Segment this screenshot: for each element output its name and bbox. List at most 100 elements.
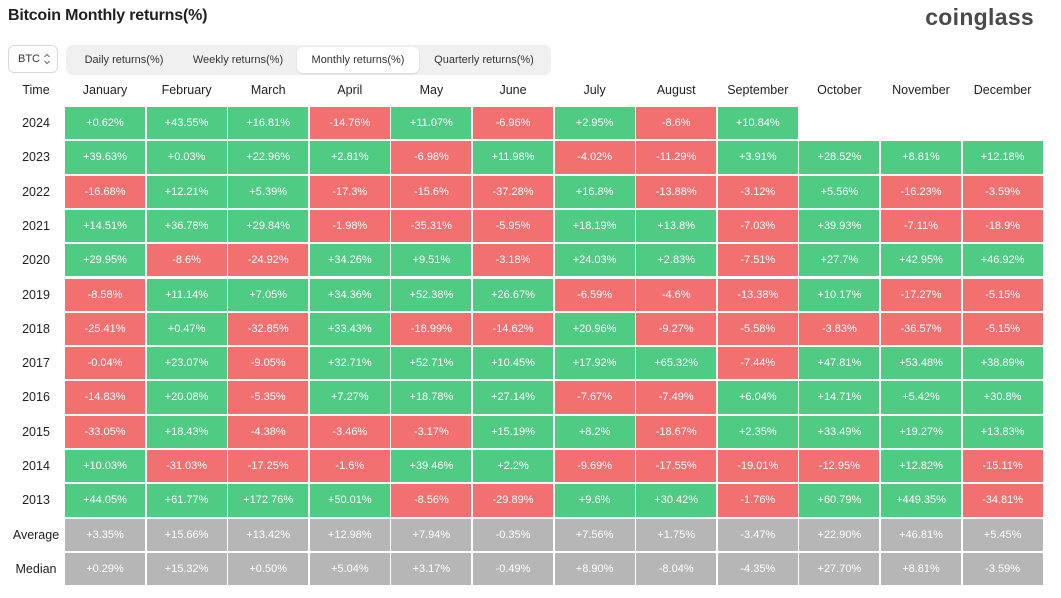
return-cell[interactable]: -3.18% xyxy=(473,244,553,277)
return-cell[interactable]: +39.63% xyxy=(65,141,145,174)
return-cell[interactable]: +34.26% xyxy=(309,244,390,277)
return-cell[interactable]: +12.21% xyxy=(146,175,227,208)
return-cell[interactable]: +32.71% xyxy=(309,347,390,380)
return-cell[interactable]: +11.14% xyxy=(146,278,227,311)
stat-cell[interactable]: +5.45% xyxy=(962,518,1043,551)
return-cell[interactable]: +11.07% xyxy=(391,107,472,140)
return-cell[interactable]: +0.62% xyxy=(65,107,145,140)
return-cell[interactable]: -5.58% xyxy=(717,312,798,346)
return-cell[interactable]: -8.58% xyxy=(65,278,145,311)
return-cell[interactable]: +61.77% xyxy=(146,484,227,517)
return-cell[interactable]: +7.05% xyxy=(228,278,309,311)
stat-cell[interactable]: +5.04% xyxy=(309,552,390,586)
return-cell[interactable]: +38.89% xyxy=(962,347,1043,380)
return-cell[interactable]: +20.08% xyxy=(146,381,227,414)
return-cell[interactable]: +10.84% xyxy=(717,107,798,140)
return-cell[interactable]: +65.32% xyxy=(636,347,717,380)
return-cell[interactable]: +50.01% xyxy=(309,484,390,517)
return-cell[interactable]: -7.51% xyxy=(717,244,798,277)
return-cell[interactable]: -14.76% xyxy=(309,107,390,140)
stat-cell[interactable]: -0.35% xyxy=(473,518,553,551)
return-cell[interactable]: +20.96% xyxy=(554,312,635,346)
coinglass-logo[interactable]: coinglass xyxy=(925,4,1034,30)
return-cell[interactable]: -9.69% xyxy=(554,450,635,483)
return-cell[interactable]: +15.19% xyxy=(473,415,553,448)
return-cell[interactable]: -3.46% xyxy=(309,415,390,448)
return-cell[interactable]: +19.27% xyxy=(881,415,961,448)
return-cell[interactable]: +36.78% xyxy=(146,209,227,243)
return-cell[interactable]: +2.35% xyxy=(717,415,798,448)
return-cell[interactable]: -8.6% xyxy=(636,107,717,140)
return-cell[interactable]: -37.28% xyxy=(473,175,553,208)
return-cell[interactable]: +2.95% xyxy=(554,107,635,140)
return-cell[interactable]: +52.38% xyxy=(391,278,472,311)
return-cell[interactable]: +5.39% xyxy=(228,175,309,208)
stat-cell[interactable]: -0.49% xyxy=(473,552,553,586)
return-cell[interactable]: +47.81% xyxy=(799,347,880,380)
return-cell[interactable]: +10.17% xyxy=(799,278,880,311)
return-cell[interactable]: +60.79% xyxy=(799,484,880,517)
tab-quarterly-returns[interactable]: Quarterly returns(%) xyxy=(434,54,534,66)
return-cell[interactable]: +17.92% xyxy=(554,347,635,380)
stat-cell[interactable]: -3.59% xyxy=(962,552,1043,586)
stat-cell[interactable]: -4.35% xyxy=(717,552,798,586)
return-cell[interactable]: +27.7% xyxy=(799,244,880,277)
return-cell[interactable]: +14.71% xyxy=(799,381,880,414)
return-cell[interactable]: -9.27% xyxy=(636,312,717,346)
stat-cell[interactable]: -3.47% xyxy=(717,518,798,551)
stat-cell[interactable]: -8.04% xyxy=(636,552,717,586)
return-cell[interactable]: +18.78% xyxy=(391,381,472,414)
return-cell[interactable]: -36.57% xyxy=(881,312,961,346)
return-cell[interactable]: -18.67% xyxy=(636,415,717,448)
return-cell[interactable]: -18.99% xyxy=(391,312,472,346)
return-cell[interactable]: +13.8% xyxy=(636,209,717,243)
return-cell[interactable]: -8.56% xyxy=(391,484,472,517)
return-cell[interactable]: -1.6% xyxy=(309,450,390,483)
stat-cell[interactable]: +8.90% xyxy=(554,552,635,586)
return-cell[interactable]: +16.8% xyxy=(554,175,635,208)
return-cell[interactable]: +2.81% xyxy=(309,141,390,174)
return-cell[interactable]: -14.62% xyxy=(473,312,553,346)
stat-cell[interactable]: +7.94% xyxy=(391,518,472,551)
return-cell[interactable]: -1.76% xyxy=(717,484,798,517)
return-cell[interactable]: +9.51% xyxy=(391,244,472,277)
return-cell[interactable]: +0.03% xyxy=(146,141,227,174)
return-cell[interactable]: -32.85% xyxy=(228,312,309,346)
return-cell[interactable]: -0.04% xyxy=(65,347,145,380)
return-cell[interactable]: +5.56% xyxy=(799,175,880,208)
return-cell[interactable]: -7.44% xyxy=(717,347,798,380)
return-cell[interactable]: -5.15% xyxy=(962,312,1043,346)
stat-cell[interactable]: +0.29% xyxy=(65,552,145,586)
return-cell[interactable]: -3.17% xyxy=(391,415,472,448)
return-cell[interactable]: -24.92% xyxy=(228,244,309,277)
return-cell[interactable]: -18.9% xyxy=(962,209,1043,243)
return-cell[interactable]: +10.45% xyxy=(473,347,553,380)
return-cell[interactable]: +9.6% xyxy=(554,484,635,517)
return-cell[interactable]: +0.47% xyxy=(146,312,227,346)
return-cell[interactable]: -17.25% xyxy=(228,450,309,483)
return-cell[interactable]: +33.49% xyxy=(799,415,880,448)
return-cell[interactable]: -13.38% xyxy=(717,278,798,311)
return-cell[interactable]: -29.89% xyxy=(473,484,553,517)
return-cell[interactable]: -5.35% xyxy=(228,381,309,414)
return-cell[interactable]: -7.49% xyxy=(636,381,717,414)
return-cell[interactable]: -3.83% xyxy=(799,312,880,346)
return-cell[interactable]: -5.95% xyxy=(473,209,553,243)
return-cell[interactable]: +18.43% xyxy=(146,415,227,448)
return-cell[interactable]: -14.83% xyxy=(65,381,145,414)
stat-cell[interactable]: +46.81% xyxy=(881,518,961,551)
return-cell[interactable]: +30.8% xyxy=(962,381,1043,414)
stat-cell[interactable]: +8.81% xyxy=(881,552,961,586)
return-cell[interactable]: +22.96% xyxy=(228,141,309,174)
return-cell[interactable]: -19.01% xyxy=(717,450,798,483)
return-cell[interactable]: +8.81% xyxy=(881,141,961,174)
return-cell[interactable]: +24.03% xyxy=(554,244,635,277)
return-cell[interactable]: -7.11% xyxy=(881,209,961,243)
return-cell[interactable]: +8.2% xyxy=(554,415,635,448)
stat-cell[interactable]: +22.90% xyxy=(799,518,880,551)
return-cell[interactable]: -16.23% xyxy=(881,175,961,208)
return-cell[interactable]: +11.98% xyxy=(473,141,553,174)
return-cell[interactable]: +42.95% xyxy=(881,244,961,277)
return-cell[interactable]: +43.55% xyxy=(146,107,227,140)
return-cell[interactable]: -5.15% xyxy=(962,278,1043,311)
